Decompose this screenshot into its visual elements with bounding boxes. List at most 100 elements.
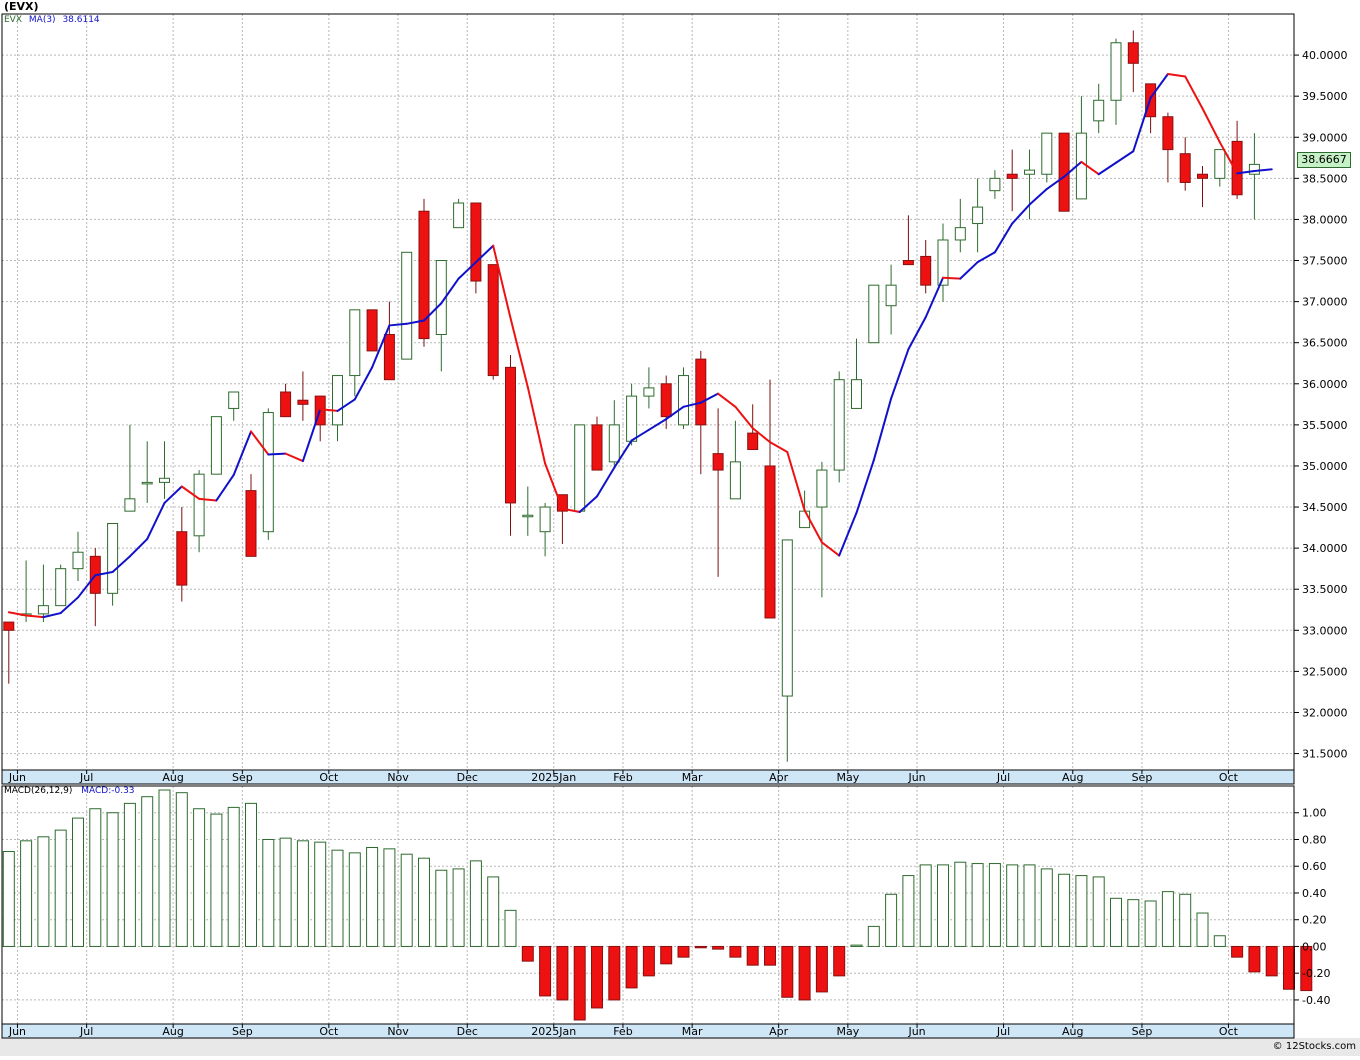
candle-down bbox=[366, 309, 378, 352]
candle-up bbox=[781, 539, 793, 697]
ma-segment bbox=[7, 611, 28, 617]
candle-up bbox=[55, 568, 67, 607]
macd-bar-positive bbox=[1075, 875, 1088, 947]
macd-tick-label: -0.40 bbox=[1302, 994, 1330, 1007]
candle-up bbox=[37, 605, 49, 615]
macd-month-label: Aug bbox=[162, 1025, 183, 1038]
macd-tick-label: 0.40 bbox=[1302, 887, 1327, 900]
ma-segment bbox=[544, 462, 564, 510]
candle-down bbox=[1231, 140, 1243, 196]
legend-ma-label: MA(3) bbox=[28, 15, 56, 25]
ma-segment bbox=[1115, 150, 1135, 164]
ma-segment bbox=[786, 450, 806, 512]
macd-bar-negative bbox=[1265, 945, 1278, 977]
price-month-label: Mar bbox=[682, 771, 703, 784]
ma-segment bbox=[284, 452, 304, 463]
frame-layer bbox=[1, 13, 1299, 1039]
macd-bar-positive bbox=[279, 837, 292, 947]
macd-bar-negative bbox=[625, 945, 638, 989]
ma-segment bbox=[561, 507, 581, 513]
ma-segment bbox=[734, 405, 754, 430]
candle-down bbox=[1127, 42, 1139, 64]
footer-band bbox=[0, 1038, 1360, 1056]
price-xaxis-band bbox=[1, 769, 1295, 785]
price-month-label: Oct bbox=[1219, 771, 1239, 784]
footer-credit: © 12Stocks.com bbox=[1272, 1041, 1356, 1052]
macd-xaxis-band bbox=[1, 1023, 1295, 1039]
ma-segment bbox=[717, 392, 737, 408]
macd-month-label: Nov bbox=[387, 1025, 409, 1038]
macd-bar-negative bbox=[764, 945, 776, 966]
candle-up bbox=[332, 375, 343, 426]
candle-up bbox=[159, 477, 170, 483]
candle-up bbox=[1248, 163, 1260, 175]
macd-bar-positive bbox=[245, 802, 257, 947]
candle-down bbox=[1006, 173, 1018, 179]
macd-bar-positive bbox=[1023, 864, 1036, 947]
macd-tick-label: 0.60 bbox=[1302, 860, 1327, 873]
macd-tick-label: 1.00 bbox=[1302, 807, 1327, 820]
ma-segment bbox=[232, 430, 252, 476]
price-month-label: Nov bbox=[387, 771, 409, 784]
candle-up bbox=[885, 284, 897, 307]
price-tick-label: 31.5000 bbox=[1302, 748, 1348, 761]
macd-bar-positive bbox=[867, 925, 880, 947]
ma-segment bbox=[1201, 107, 1221, 144]
macd-month-label: Apr bbox=[769, 1025, 789, 1038]
ma-segment bbox=[492, 244, 512, 320]
ma-segment bbox=[388, 322, 408, 327]
price-tick-label: 39.5000 bbox=[1302, 90, 1348, 103]
ma-segment bbox=[457, 261, 477, 280]
ma-segment bbox=[665, 405, 685, 421]
macd-month-label: Jul bbox=[996, 1025, 1010, 1038]
macd-bar-positive bbox=[123, 802, 136, 947]
macd-bar-positive bbox=[400, 853, 413, 947]
macd-bar-negative bbox=[746, 945, 759, 966]
macd-bar-positive bbox=[383, 848, 396, 947]
candle-up bbox=[937, 239, 949, 286]
price-tick-label: 39.0000 bbox=[1302, 131, 1348, 144]
candle-up bbox=[799, 510, 811, 529]
macd-bar-negative bbox=[591, 945, 603, 1009]
ma-segment bbox=[1028, 188, 1048, 206]
candle-down bbox=[747, 432, 759, 451]
macd-bar-positive bbox=[37, 836, 50, 947]
ma-segment bbox=[976, 251, 996, 264]
price-month-label: Sep bbox=[1132, 771, 1153, 784]
candle-down bbox=[1179, 153, 1191, 183]
macd-bar-negative bbox=[660, 945, 673, 965]
macd-month-label: Jun bbox=[907, 1025, 925, 1038]
candle-up bbox=[210, 416, 222, 475]
macd-month-label: Mar bbox=[682, 1025, 703, 1038]
price-tick-label: 35.5000 bbox=[1302, 419, 1348, 432]
ma-segment bbox=[77, 574, 97, 599]
macd-bar-negative bbox=[1300, 945, 1313, 992]
candle-down bbox=[556, 494, 568, 512]
price-tick-label: 36.5000 bbox=[1302, 337, 1348, 350]
ma-segment bbox=[267, 452, 287, 456]
ma-segment bbox=[336, 398, 356, 412]
macd-bar-positive bbox=[919, 864, 932, 947]
candle-up bbox=[816, 469, 828, 508]
macd-month-label: Aug bbox=[1062, 1025, 1083, 1038]
price-tick-label: 37.5000 bbox=[1302, 255, 1348, 268]
candle-up bbox=[72, 551, 84, 570]
macd-bar-positive bbox=[1161, 891, 1174, 947]
macd-month-label: 2025Jan bbox=[531, 1025, 576, 1038]
label-layer: 31.5000 32.0000 32.5000 33.0000 33.5000 34.00… bbox=[8, 49, 1348, 1038]
macd-tick-label: 0.00 bbox=[1302, 940, 1327, 953]
macd-bar-positive bbox=[971, 863, 984, 947]
candle-down bbox=[695, 358, 707, 426]
candle-down bbox=[902, 260, 914, 266]
macd-bar-positive bbox=[20, 840, 33, 947]
macd-month-label: Sep bbox=[1132, 1025, 1153, 1038]
candle-down bbox=[1058, 132, 1070, 212]
price-month-label: Oct bbox=[319, 771, 339, 784]
price-panel-frame bbox=[1, 13, 1295, 771]
macd-bar-positive bbox=[452, 868, 465, 947]
candle-down bbox=[383, 333, 395, 381]
candle-up bbox=[678, 375, 689, 426]
price-month-label: Sep bbox=[232, 771, 253, 784]
